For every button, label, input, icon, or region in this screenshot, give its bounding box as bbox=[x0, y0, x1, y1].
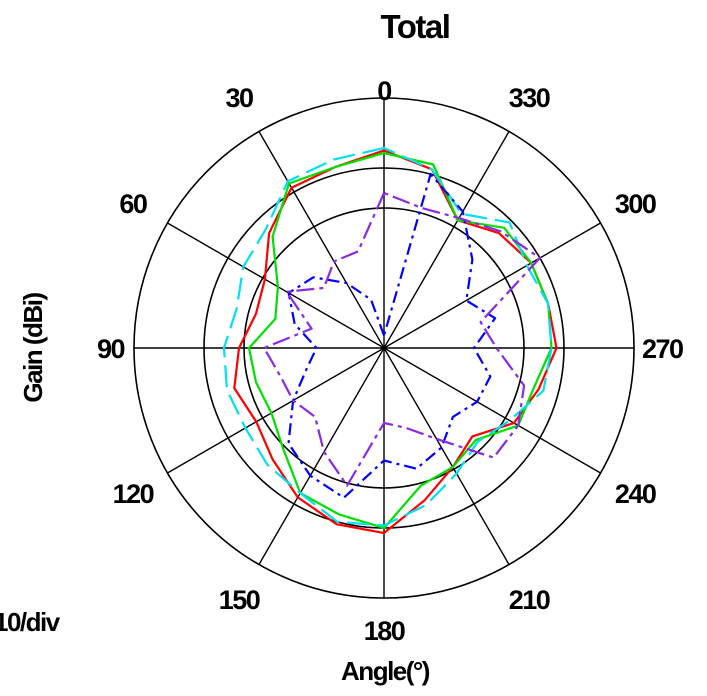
spoke-300 bbox=[384, 223, 601, 348]
angle-tick-labels: 0 30 60 90 120 150 180 210 240 270 300 330 bbox=[97, 76, 683, 646]
tick-label-210: 210 bbox=[509, 585, 550, 615]
chart-title: Total bbox=[381, 8, 450, 45]
tick-label-330: 330 bbox=[509, 83, 550, 113]
spoke-60 bbox=[167, 223, 384, 348]
tick-label-60: 60 bbox=[119, 189, 147, 219]
scale-label: 10/div bbox=[0, 607, 61, 637]
y-axis-label: Gain (dBi) bbox=[18, 293, 48, 403]
series-3-line bbox=[224, 148, 552, 526]
spoke-240 bbox=[384, 348, 601, 473]
tick-label-270: 270 bbox=[642, 334, 683, 364]
tick-label-30: 30 bbox=[225, 83, 253, 113]
tick-label-180: 180 bbox=[364, 616, 405, 646]
tick-label-90: 90 bbox=[97, 334, 125, 364]
tick-label-120: 120 bbox=[113, 479, 154, 509]
tick-label-150: 150 bbox=[219, 585, 260, 615]
tick-label-240: 240 bbox=[615, 479, 656, 509]
spoke-30 bbox=[259, 131, 384, 348]
x-axis-label: Angle(°) bbox=[341, 656, 430, 686]
tick-label-300: 300 bbox=[615, 189, 656, 219]
tick-label-0: 0 bbox=[377, 76, 391, 106]
series-5-line bbox=[264, 193, 540, 486]
polar-grid bbox=[134, 98, 634, 598]
